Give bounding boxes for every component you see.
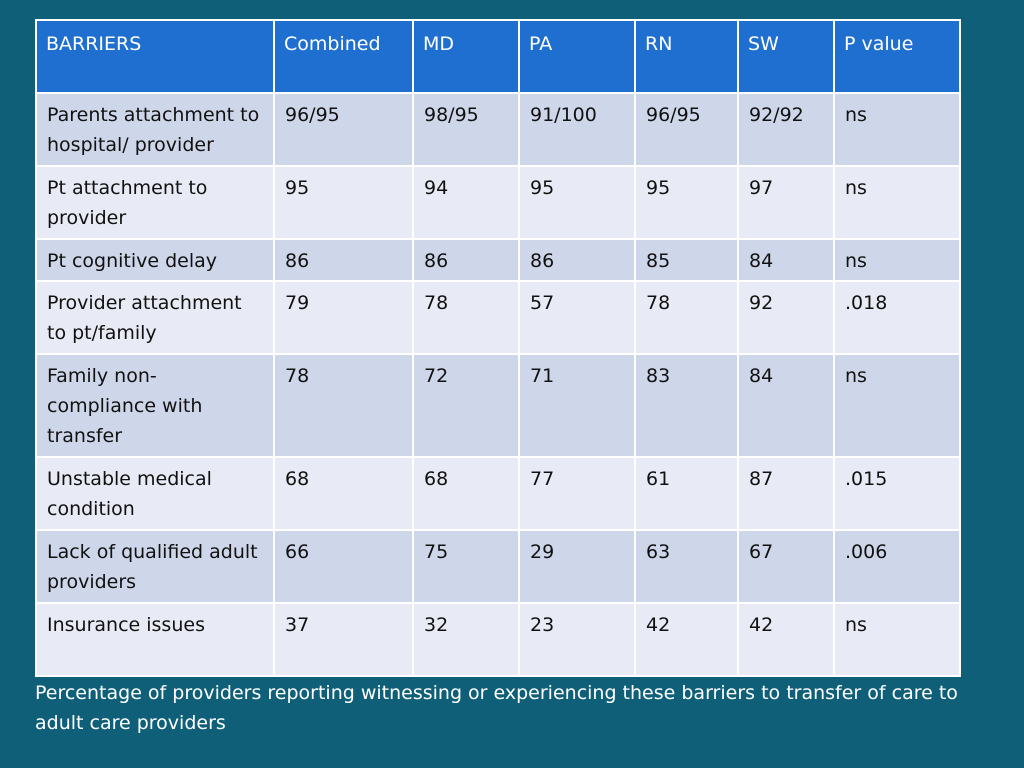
sw-cell: 97 [737,165,835,240]
barrier-cell: Family non-compliance with transfer [35,353,275,458]
combined-cell: 79 [273,280,414,355]
rn-cell: 42 [634,602,739,677]
barrier-cell: Pt attachment to provider [35,165,275,240]
pa-cell: 29 [518,529,636,604]
header-md: MD [412,19,520,94]
barrier-cell: Pt cognitive delay [35,238,275,282]
md-cell: 86 [412,238,520,282]
table-caption: Percentage of providers reporting witnes… [35,682,958,734]
p-value-cell: ns [833,238,961,282]
barriers-table: BARRIERS Combined MD PA RN SW P value Pa… [35,19,961,677]
combined-cell: 86 [273,238,414,282]
table-row: Unstable medical condition 68 68 77 61 8… [35,456,961,531]
table-row: Insurance issues 37 32 23 42 42 ns [35,602,961,677]
barrier-cell: Unstable medical condition [35,456,275,531]
barrier-cell: Parents attachment to hospital/ provider [35,92,275,167]
p-value-cell: .015 [833,456,961,531]
md-cell: 78 [412,280,520,355]
barrier-cell: Lack of qualified adult providers [35,529,275,604]
sw-cell: 67 [737,529,835,604]
sw-cell: 84 [737,353,835,458]
md-cell: 32 [412,602,520,677]
header-rn: RN [634,19,739,94]
pa-cell: 95 [518,165,636,240]
md-cell: 72 [412,353,520,458]
combined-cell: 95 [273,165,414,240]
md-cell: 68 [412,456,520,531]
rn-cell: 83 [634,353,739,458]
table-row: Pt cognitive delay 86 86 86 85 84 ns [35,238,961,282]
pa-cell: 86 [518,238,636,282]
pa-cell: 91/100 [518,92,636,167]
rn-cell: 95 [634,165,739,240]
combined-cell: 66 [273,529,414,604]
p-value-cell: .018 [833,280,961,355]
p-value-cell: ns [833,353,961,458]
combined-cell: 96/95 [273,92,414,167]
combined-cell: 68 [273,456,414,531]
barrier-cell: Provider attachment to pt/family [35,280,275,355]
p-value-cell: .006 [833,529,961,604]
header-sw: SW [737,19,835,94]
p-value-cell: ns [833,165,961,240]
pa-cell: 23 [518,602,636,677]
sw-cell: 92 [737,280,835,355]
rn-cell: 85 [634,238,739,282]
md-cell: 94 [412,165,520,240]
table-row: Parents attachment to hospital/ provider… [35,92,961,167]
header-combined: Combined [273,19,414,94]
table-row: Provider attachment to pt/family 79 78 5… [35,280,961,355]
barrier-cell: Insurance issues [35,602,275,677]
pa-cell: 71 [518,353,636,458]
combined-cell: 78 [273,353,414,458]
table-row: Lack of qualified adult providers 66 75 … [35,529,961,604]
p-value-cell: ns [833,92,961,167]
header-p-value: P value [833,19,961,94]
rn-cell: 61 [634,456,739,531]
sw-cell: 42 [737,602,835,677]
pa-cell: 77 [518,456,636,531]
table-row: Family non-compliance with transfer 78 7… [35,353,961,458]
p-value-cell: ns [833,602,961,677]
header-pa: PA [518,19,636,94]
table-row: Pt attachment to provider 95 94 95 95 97… [35,165,961,240]
sw-cell: 87 [737,456,835,531]
rn-cell: 63 [634,529,739,604]
rn-cell: 78 [634,280,739,355]
rn-cell: 96/95 [634,92,739,167]
md-cell: 75 [412,529,520,604]
md-cell: 98/95 [412,92,520,167]
table-header-row: BARRIERS Combined MD PA RN SW P value [35,19,961,94]
sw-cell: 92/92 [737,92,835,167]
header-barriers: BARRIERS [35,19,275,94]
sw-cell: 84 [737,238,835,282]
combined-cell: 37 [273,602,414,677]
pa-cell: 57 [518,280,636,355]
